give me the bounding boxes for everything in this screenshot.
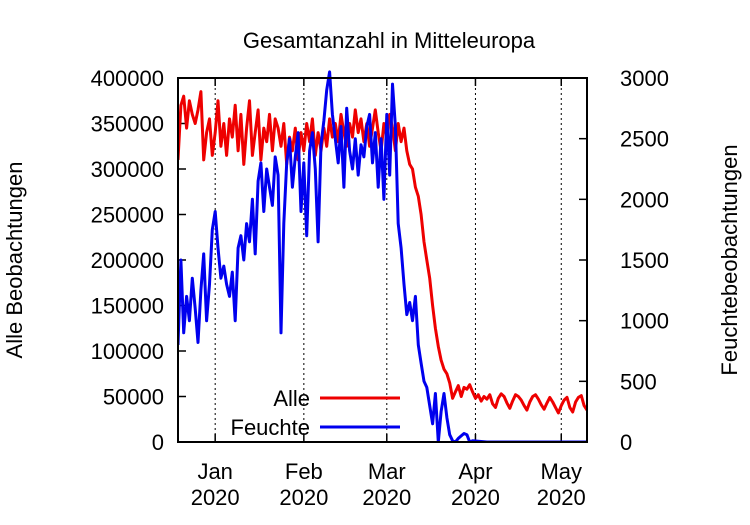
legend-label-alle: Alle bbox=[273, 386, 310, 411]
x-tick-label-year: 2020 bbox=[279, 485, 328, 510]
x-tick-label-year: 2020 bbox=[451, 485, 500, 510]
y-tick-label: 250000 bbox=[91, 203, 164, 228]
y2-tick-label: 3000 bbox=[620, 66, 669, 91]
series-line-feuchte bbox=[178, 70, 587, 442]
y2-tick-label: 1000 bbox=[620, 309, 669, 334]
y2-tick-label: 2500 bbox=[620, 127, 669, 152]
plot-frame bbox=[177, 77, 588, 443]
y-tick-label: 400000 bbox=[91, 66, 164, 91]
chart-title: Gesamtanzahl in Mitteleuropa bbox=[243, 28, 536, 53]
y-tick-label: 300000 bbox=[91, 157, 164, 182]
x-tick-label-year: 2020 bbox=[537, 485, 586, 510]
x-tick-label-month: Apr bbox=[458, 459, 492, 484]
x-tick-label-year: 2020 bbox=[191, 485, 240, 510]
legend: Alle Feuchte bbox=[231, 386, 400, 440]
x-tick-label-month: Jan bbox=[197, 459, 232, 484]
y-tick-label: 100000 bbox=[91, 339, 164, 364]
y-tick-label: 0 bbox=[152, 430, 164, 455]
x-tick-label-month: Mar bbox=[368, 459, 406, 484]
x-tick-label-year: 2020 bbox=[362, 485, 411, 510]
axis-ticks: 0 50000 100000 150000 200000 250000 300000 3500… bbox=[91, 66, 669, 510]
y-tick-label: 350000 bbox=[91, 112, 164, 137]
legend-label-feuchte: Feuchte bbox=[231, 415, 311, 440]
y-tick-label: 50000 bbox=[103, 385, 164, 410]
x-tick-label-month: Feb bbox=[285, 459, 323, 484]
y-axis-label: Alle Beobachtungen bbox=[2, 162, 27, 359]
y2-tick-label: 0 bbox=[620, 430, 632, 455]
series-line-alle bbox=[178, 90, 587, 415]
y2-tick-label: 2000 bbox=[620, 187, 669, 212]
series-lines bbox=[178, 70, 587, 442]
y-tick-label: 200000 bbox=[91, 248, 164, 273]
y-tick-label: 150000 bbox=[91, 294, 164, 319]
y2-tick-label: 500 bbox=[620, 369, 657, 394]
x-tick-label-month: May bbox=[540, 459, 582, 484]
y2-axis-label: Feuchtebeobachtungen bbox=[717, 144, 742, 375]
y2-tick-label: 1500 bbox=[620, 248, 669, 273]
